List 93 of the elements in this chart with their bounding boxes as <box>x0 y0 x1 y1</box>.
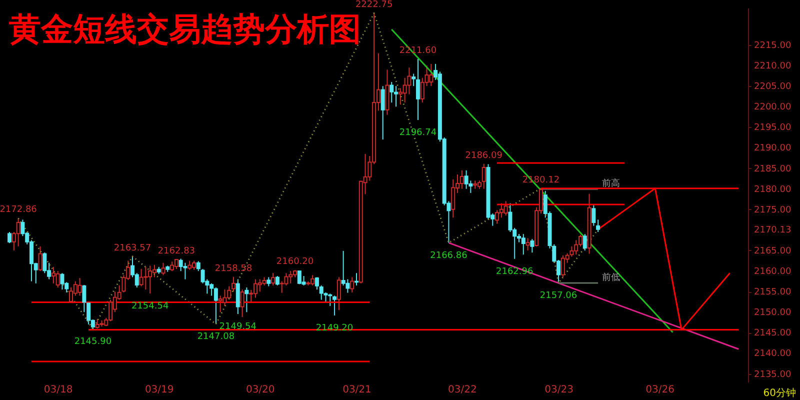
candlestick <box>390 81 394 104</box>
y-tick-label: 2185.00 <box>754 164 792 174</box>
candlestick <box>280 280 284 294</box>
annotation: 2162.83 <box>158 246 196 256</box>
candlestick <box>232 276 236 292</box>
y-tick-label: 2195.00 <box>754 123 792 134</box>
annotation: 2222.75 <box>355 0 393 10</box>
annotation: 2196.74 <box>399 128 437 138</box>
candlestick <box>314 276 319 290</box>
candlestick <box>218 295 222 313</box>
y-tick-label: 2200.00 <box>754 102 792 113</box>
series-label: 前低 <box>602 272 620 283</box>
candlestick <box>592 204 596 226</box>
candlestick <box>332 295 337 316</box>
candlestick <box>582 234 587 251</box>
x-tick-label: 03/22 <box>448 384 477 396</box>
candlestick <box>170 261 174 272</box>
candlestick <box>56 270 60 288</box>
candlestick <box>188 260 192 270</box>
x-tick-label: 03/20 <box>246 384 275 396</box>
candlestick <box>161 262 166 276</box>
candlestick <box>596 219 600 232</box>
y-tick-label: 2140.00 <box>754 349 792 360</box>
y-tick-label: 2190.00 <box>754 144 792 154</box>
candlestick <box>192 260 196 270</box>
candlestick <box>214 286 218 325</box>
annotation: 2186.09 <box>465 150 503 161</box>
candlestick <box>244 286 249 313</box>
text: 60分钟 <box>763 387 796 399</box>
candlestick <box>412 73 416 87</box>
y-tick-label: 2150.00 <box>754 308 792 318</box>
candlestick <box>271 272 276 286</box>
candlestick <box>521 234 526 256</box>
candlestick <box>526 238 530 251</box>
annotation: 2166.86 <box>430 250 468 261</box>
x-tick-label: 03/23 <box>544 384 574 396</box>
candlestick <box>464 170 468 190</box>
y-tick-label: 2160.00 <box>754 267 792 278</box>
candlestick <box>139 268 144 287</box>
candlestick <box>530 238 534 254</box>
annotation: 2160.20 <box>276 257 314 268</box>
candlestick <box>95 318 100 330</box>
x-tick-label: 03/21 <box>342 384 372 396</box>
annotation: 2145.90 <box>74 336 112 347</box>
candlestick <box>319 284 324 300</box>
y-tick-label: 2215.00 <box>754 40 792 51</box>
y-tick-label: 2165.00 <box>754 246 792 256</box>
annotation: 2163.57 <box>114 243 152 254</box>
candlestick <box>78 278 82 296</box>
y-tick-label: 2135.00 <box>754 370 792 380</box>
series-label: 前高 <box>602 178 620 190</box>
candlestick <box>42 252 47 274</box>
candlestick <box>236 278 240 315</box>
candlestick <box>16 218 20 247</box>
y-tick-label: 2170.13 <box>754 225 792 236</box>
candlestick <box>152 264 156 278</box>
annotation: 2147.08 <box>197 332 235 342</box>
annotation: 2154.54 <box>131 301 169 312</box>
candlestick <box>336 276 341 311</box>
x-tick-label: 03/19 <box>144 384 174 396</box>
candlestick <box>69 286 74 304</box>
annotation: 2157.06 <box>540 291 578 302</box>
annotation: 2172.86 <box>0 205 38 216</box>
annotation: 2158.58 <box>214 264 252 274</box>
candlestick <box>8 231 12 244</box>
candlestick <box>504 200 508 216</box>
y-tick-label: 2210.00 <box>754 62 792 72</box>
x-tick-label: 03/18 <box>44 384 73 396</box>
candlestick <box>482 163 486 190</box>
candlestick <box>460 170 464 190</box>
candlestick <box>183 262 188 280</box>
y-tick-label: 2205.00 <box>754 82 792 92</box>
candlestick <box>380 86 385 140</box>
candlestick <box>174 258 178 270</box>
y-tick-label: 2155.00 <box>754 288 792 298</box>
y-tick-label: 2175.00 <box>754 205 792 216</box>
candlestick <box>416 58 420 121</box>
candlestick <box>508 202 512 232</box>
candlestick <box>354 272 358 286</box>
y-tick-label: 2145.00 <box>754 328 792 339</box>
y-tick-label: 2180.00 <box>754 184 792 195</box>
candlestick <box>429 63 434 87</box>
candlestick <box>266 276 271 287</box>
candlestick <box>451 178 456 218</box>
candlestick <box>350 276 354 293</box>
candlestick <box>240 289 244 318</box>
chart-title: 黄金短线交易趋势分析图 <box>9 11 361 47</box>
candlestick <box>38 246 42 272</box>
x-tick-label: 03/26 <box>646 384 674 396</box>
candlestick <box>495 210 500 224</box>
candlestick <box>275 275 280 286</box>
candlestick <box>60 272 64 290</box>
candlestick <box>196 260 200 272</box>
